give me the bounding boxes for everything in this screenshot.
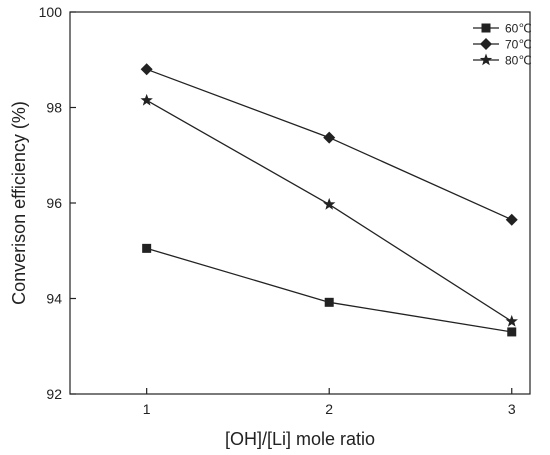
data-point-diamond (323, 131, 336, 144)
legend-label-diamond: 70℃ (505, 38, 532, 52)
y-tick-label: 96 (46, 195, 62, 211)
data-point-square (507, 327, 517, 337)
series-star (140, 93, 518, 327)
legend: 60℃ 70℃ 80℃ (473, 22, 532, 68)
series-line-diamond (146, 68, 513, 221)
legend-marker-star (479, 53, 493, 66)
data-point-diamond (505, 213, 518, 226)
y-tick-label: 92 (46, 386, 62, 402)
x-tick-label: 3 (508, 401, 516, 417)
x-axis: 1 2 3 (143, 388, 516, 417)
series-line-square (146, 247, 512, 333)
data-point-square (142, 243, 152, 253)
y-tick-label: 98 (46, 100, 62, 116)
y-tick-label: 94 (46, 291, 62, 307)
y-tick-label: 100 (39, 4, 63, 20)
data-point-star (505, 314, 518, 327)
data-point-diamond (140, 63, 153, 76)
legend-marker-diamond (480, 38, 492, 50)
y-axis-title: Converison efficiency (%) (9, 101, 29, 305)
series-diamond (140, 63, 518, 226)
series-layer (140, 63, 518, 337)
legend-marker-square (481, 23, 491, 33)
y-axis: 92 94 96 98 100 (39, 4, 76, 402)
x-tick-label: 1 (143, 401, 151, 417)
legend-label-square: 60℃ (505, 22, 532, 36)
plot-frame (69, 11, 531, 395)
series-square (142, 243, 517, 337)
x-axis-title: [OH]/[Li] mole ratio (225, 429, 375, 449)
data-point-star (323, 197, 336, 210)
data-point-square (324, 297, 334, 307)
data-point-star (140, 93, 153, 106)
x-tick-label: 2 (325, 401, 333, 417)
legend-label-star: 80℃ (505, 54, 532, 68)
